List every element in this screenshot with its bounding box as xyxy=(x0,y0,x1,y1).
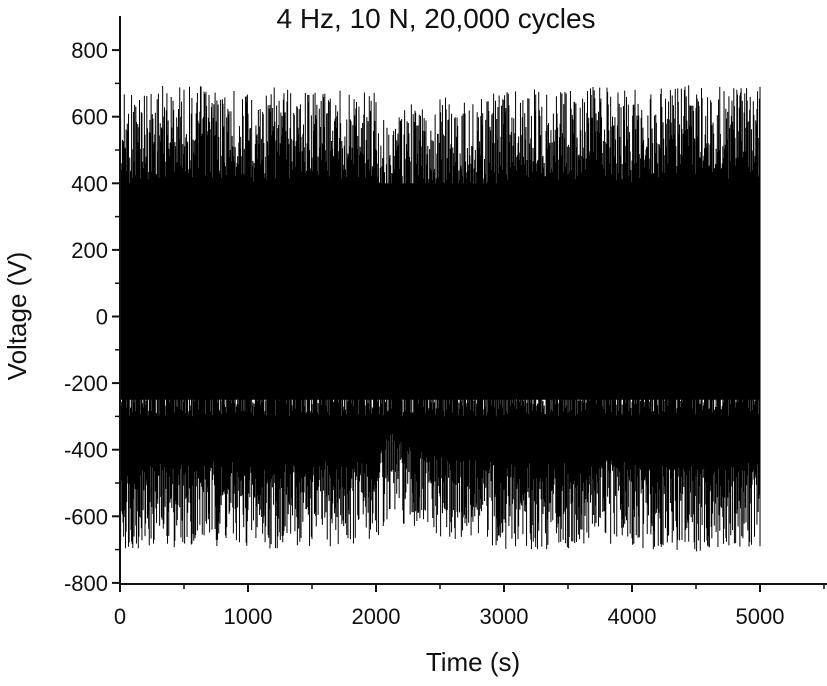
x-axis-title: Time (s) xyxy=(426,647,520,677)
y-axis-ticks: -800 -600 -400 -200 0 200 400 600 800 xyxy=(64,38,120,596)
y-tick-label: -400 xyxy=(64,438,108,463)
y-tick-label: 600 xyxy=(71,105,108,130)
x-axis-ticks: 0 1000 2000 3000 4000 5000 xyxy=(114,584,825,629)
y-axis-title: Voltage (V) xyxy=(2,252,32,381)
x-tick-label: 2000 xyxy=(352,604,401,629)
y-tick-label: 800 xyxy=(71,38,108,63)
y-tick-label: -600 xyxy=(64,504,108,529)
x-tick-label: 0 xyxy=(114,604,126,629)
plot-area xyxy=(119,85,761,552)
x-tick-label: 5000 xyxy=(736,604,785,629)
y-tick-label: -200 xyxy=(64,371,108,396)
y-tick-label: 200 xyxy=(71,238,108,263)
x-tick-label: 4000 xyxy=(608,604,657,629)
y-tick-label: -800 xyxy=(64,571,108,596)
chart-title: 4 Hz, 10 N, 20,000 cycles xyxy=(276,3,595,34)
y-tick-label: 0 xyxy=(96,305,108,330)
y-tick-label: 400 xyxy=(71,171,108,196)
x-tick-label: 3000 xyxy=(480,604,529,629)
x-tick-label: 1000 xyxy=(224,604,273,629)
